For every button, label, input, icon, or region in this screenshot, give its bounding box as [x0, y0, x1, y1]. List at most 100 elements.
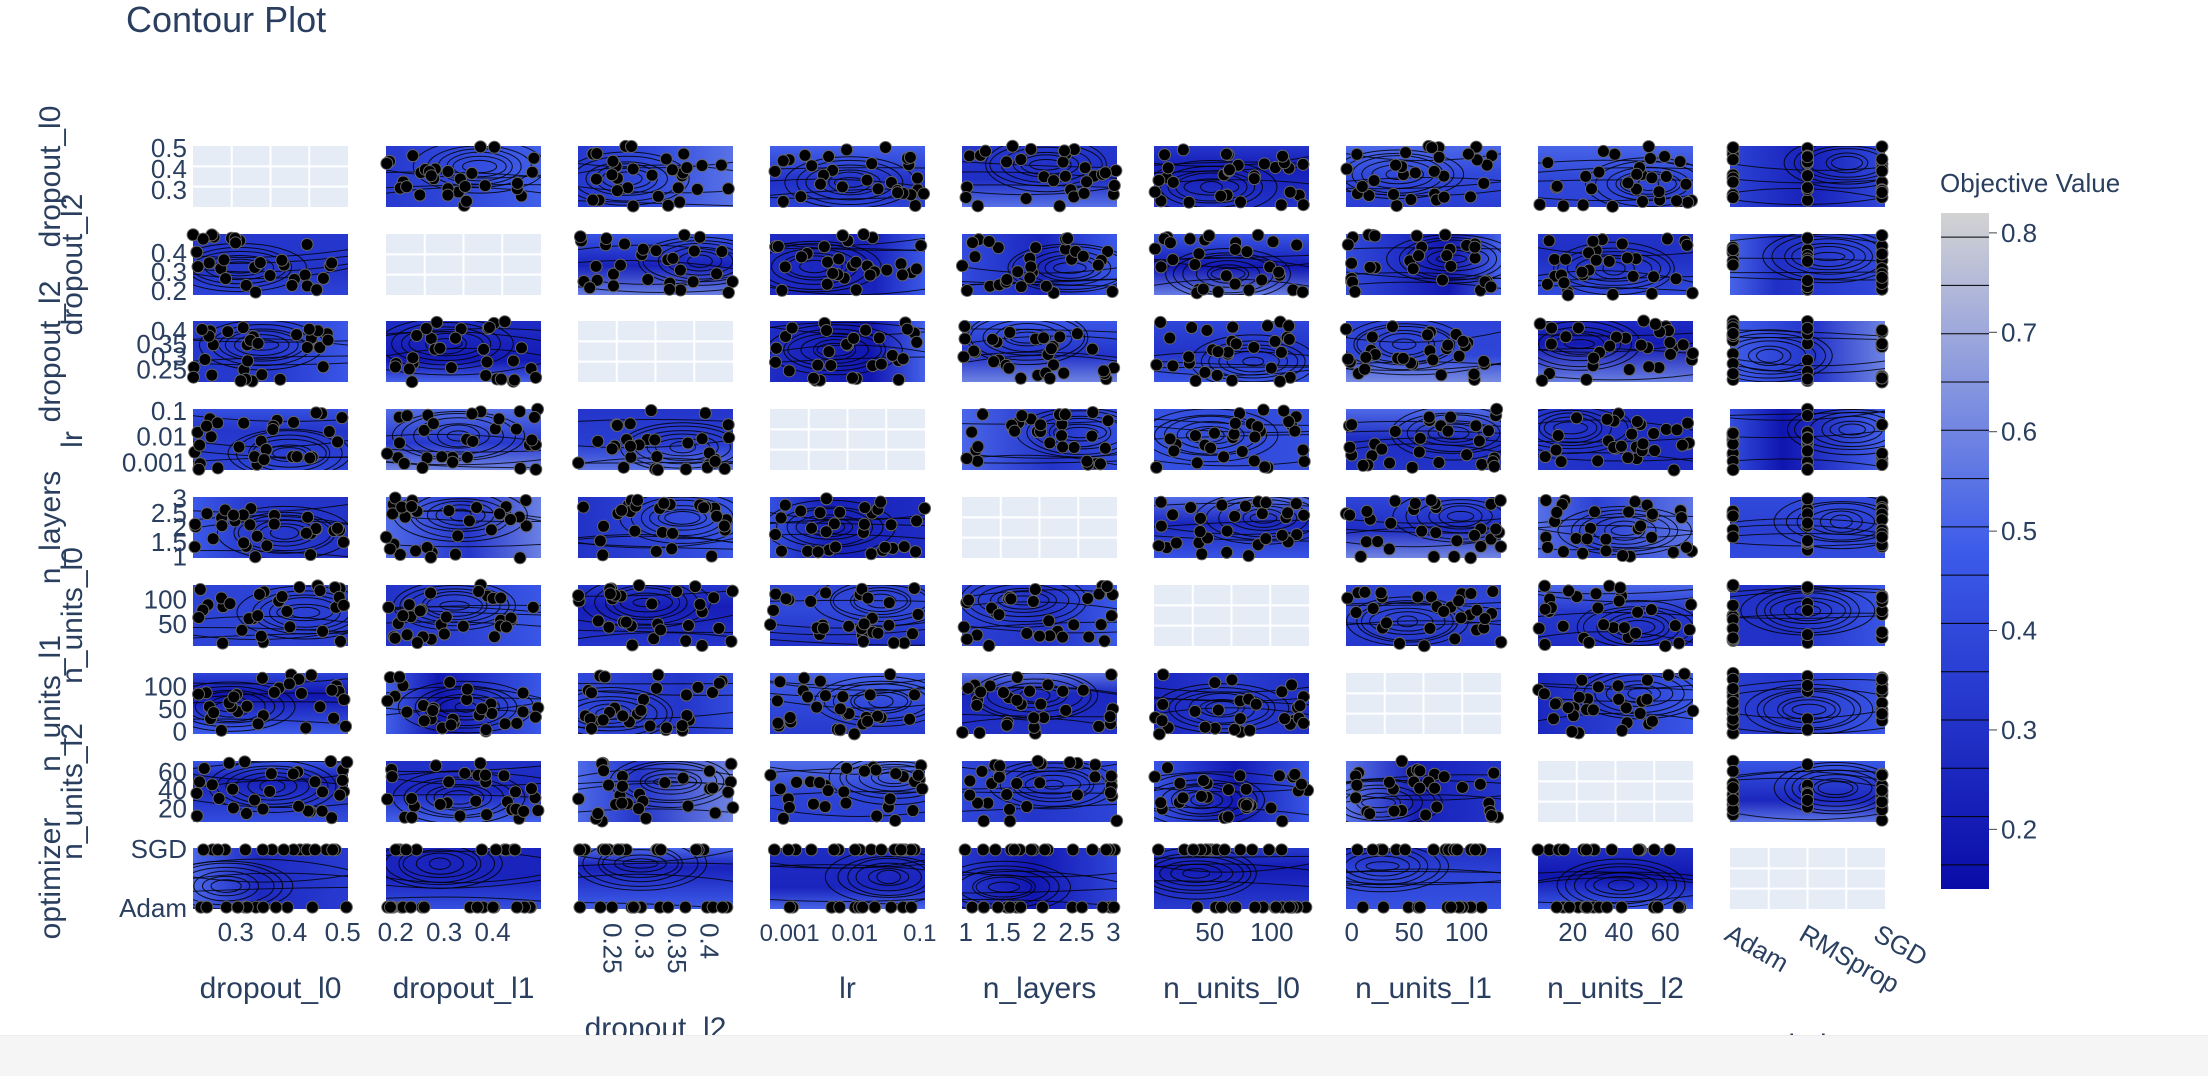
panel-n_units_l0-vs-n_units_l0	[1154, 585, 1309, 646]
trial-point	[1359, 535, 1373, 549]
trial-point	[885, 348, 899, 362]
trial-point	[1408, 496, 1422, 510]
trial-point	[321, 333, 335, 347]
trial-point	[816, 621, 830, 635]
trial-point	[647, 632, 661, 646]
contour-line	[770, 533, 925, 540]
trial-point	[624, 139, 638, 153]
colorbar: Objective Value 0.20.30.40.50.60.70.8	[1940, 168, 2120, 889]
trial-point	[1468, 251, 1482, 265]
contour-line	[604, 585, 688, 621]
trial-point	[645, 597, 659, 611]
trial-point	[903, 150, 917, 164]
panel-n_units_l2-vs-dropout_l1	[380, 756, 545, 825]
trial-point	[658, 776, 672, 790]
x-axis-title: lr	[839, 972, 856, 1005]
trial-point	[1726, 258, 1740, 272]
trial-point	[576, 500, 590, 514]
trial-point	[1283, 185, 1297, 199]
trial-point	[287, 415, 301, 429]
trial-point	[1801, 462, 1814, 476]
trial-point	[782, 801, 796, 815]
trial-point	[1875, 323, 1889, 337]
trial-point	[1006, 139, 1020, 153]
panel-lr-vs-dropout_l0	[188, 406, 349, 476]
trial-point	[806, 797, 820, 811]
trial-point	[1584, 182, 1598, 196]
trial-point	[1875, 458, 1889, 472]
trial-point	[659, 152, 673, 166]
trial-point	[1374, 586, 1388, 600]
trial-point	[718, 462, 732, 476]
trial-point	[1875, 247, 1889, 261]
contour-line	[234, 334, 290, 356]
contour-line	[1346, 153, 1501, 162]
trial-point	[1155, 714, 1169, 728]
trial-point	[1398, 843, 1412, 857]
trial-point	[976, 843, 990, 857]
trial-point	[1615, 237, 1629, 251]
trial-point	[573, 230, 587, 244]
contour-line	[1576, 599, 1693, 646]
trial-point	[1575, 673, 1589, 687]
trial-point	[1228, 242, 1242, 256]
panel-dropout_l0-vs-dropout_l2	[578, 139, 735, 213]
contour-line	[962, 887, 1117, 894]
contour-line	[1346, 596, 1469, 646]
trial-point	[253, 256, 267, 270]
trial-point	[337, 598, 351, 612]
trial-point	[234, 374, 248, 388]
trial-point	[1537, 687, 1551, 701]
trial-point	[605, 442, 619, 456]
trial-point	[424, 550, 438, 564]
trial-point	[1670, 423, 1684, 437]
x-tick-label: 60	[1651, 917, 1680, 947]
trial-point	[1007, 843, 1021, 857]
trial-point	[688, 580, 702, 594]
trial-point	[1107, 179, 1121, 193]
trial-point	[1061, 232, 1075, 246]
trial-point	[1669, 272, 1683, 286]
trial-point	[1489, 522, 1503, 536]
trial-point	[1041, 678, 1055, 692]
trial-point	[1726, 367, 1740, 381]
trial-point	[1289, 497, 1303, 511]
trial-point	[573, 900, 587, 914]
trial-point	[1616, 549, 1630, 563]
trial-point	[695, 159, 709, 173]
y-tick-label: 0.35	[136, 329, 187, 359]
trial-point	[410, 328, 424, 342]
trial-point	[1034, 418, 1048, 432]
trial-point	[1541, 156, 1555, 170]
trial-point	[1575, 265, 1589, 279]
contour-line	[578, 873, 733, 882]
trial-points	[1150, 403, 1311, 474]
colorbar-gradient	[1941, 213, 1989, 889]
trial-point	[571, 588, 585, 602]
trial-point	[1011, 265, 1025, 279]
trial-point	[614, 258, 628, 272]
contour-line	[990, 587, 1057, 613]
trial-point	[991, 900, 1005, 914]
trial-point	[591, 434, 605, 448]
trial-point	[506, 354, 520, 368]
trial-point	[239, 278, 253, 292]
trial-point	[211, 461, 225, 475]
contour-line	[975, 876, 1033, 898]
trial-point	[248, 793, 262, 807]
colorbar-tick-label: 0.5	[2001, 516, 2037, 546]
trial-point	[958, 319, 972, 333]
contour-line	[1154, 855, 1309, 859]
trial-point	[510, 716, 524, 730]
trial-point	[1450, 534, 1464, 548]
trial-point	[529, 370, 543, 384]
trial-point	[1801, 231, 1814, 245]
trial-point	[797, 671, 811, 685]
trial-point	[1538, 579, 1552, 593]
trial-point	[1550, 505, 1564, 519]
trial-point	[677, 228, 691, 242]
contour-line	[813, 339, 857, 361]
contour-line	[1183, 178, 1240, 196]
trial-point	[1058, 169, 1072, 183]
trial-point	[1569, 531, 1583, 545]
